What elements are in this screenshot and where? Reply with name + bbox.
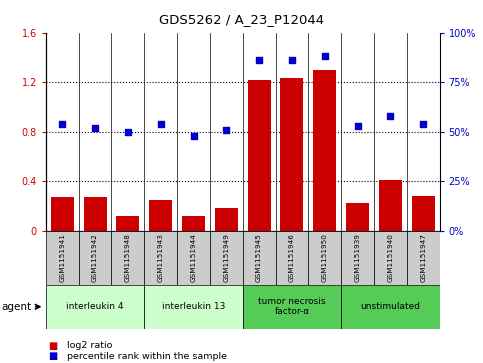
Text: interleukin 4: interleukin 4 (66, 302, 124, 311)
Point (255, 57, 263, 63)
Bar (275, 231, 308, 285)
Bar (210, 231, 242, 285)
Bar (51, 197, 74, 231)
Bar (182, 216, 205, 231)
Point (157, 121, 165, 127)
Bar (379, 180, 402, 231)
Bar (84, 197, 107, 231)
Point (321, 53, 328, 59)
Bar (412, 196, 435, 231)
Text: unstimulated: unstimulated (360, 302, 420, 311)
Bar (79, 231, 112, 285)
Bar (248, 79, 270, 231)
Text: GSM1151948: GSM1151948 (125, 233, 131, 282)
Point (124, 129, 132, 134)
Bar (242, 231, 275, 285)
Bar (313, 70, 336, 231)
Point (419, 121, 427, 127)
Bar (46, 285, 144, 329)
Point (354, 123, 361, 129)
Bar (144, 285, 242, 329)
Text: GSM1151940: GSM1151940 (387, 233, 393, 282)
Bar (149, 200, 172, 231)
Text: log2 ratio: log2 ratio (67, 341, 112, 350)
Bar (116, 216, 140, 231)
Bar (341, 231, 374, 285)
Text: GSM1151947: GSM1151947 (420, 233, 426, 282)
Text: GSM1151946: GSM1151946 (289, 233, 295, 282)
Bar (346, 203, 369, 231)
Text: GSM1151950: GSM1151950 (322, 233, 328, 282)
Point (288, 57, 296, 63)
Point (223, 127, 230, 132)
Bar (46, 231, 79, 285)
Text: GSM1151942: GSM1151942 (92, 233, 98, 282)
Text: agent: agent (1, 302, 31, 312)
Text: tumor necrosis
factor-α: tumor necrosis factor-α (258, 297, 326, 317)
Bar (374, 231, 407, 285)
Bar (281, 78, 303, 231)
Text: GDS5262 / A_23_P12044: GDS5262 / A_23_P12044 (159, 13, 324, 26)
Bar (308, 231, 341, 285)
Bar (177, 231, 210, 285)
Bar (215, 208, 238, 231)
Bar (144, 231, 177, 285)
Point (91, 125, 99, 131)
Text: GSM1151939: GSM1151939 (355, 233, 360, 282)
Bar (341, 285, 440, 329)
Point (58, 121, 66, 127)
Text: GSM1151941: GSM1151941 (59, 233, 65, 282)
Point (386, 113, 394, 119)
Text: GSM1151945: GSM1151945 (256, 233, 262, 282)
Bar (407, 231, 440, 285)
Text: GSM1151944: GSM1151944 (190, 233, 197, 282)
Text: GSM1151943: GSM1151943 (157, 233, 164, 282)
Text: ■: ■ (48, 351, 57, 362)
Bar (242, 285, 341, 329)
Text: percentile rank within the sample: percentile rank within the sample (67, 352, 227, 361)
Text: ■: ■ (48, 340, 57, 351)
Point (190, 132, 198, 138)
Text: interleukin 13: interleukin 13 (162, 302, 225, 311)
Bar (112, 231, 144, 285)
Text: GSM1151949: GSM1151949 (223, 233, 229, 282)
